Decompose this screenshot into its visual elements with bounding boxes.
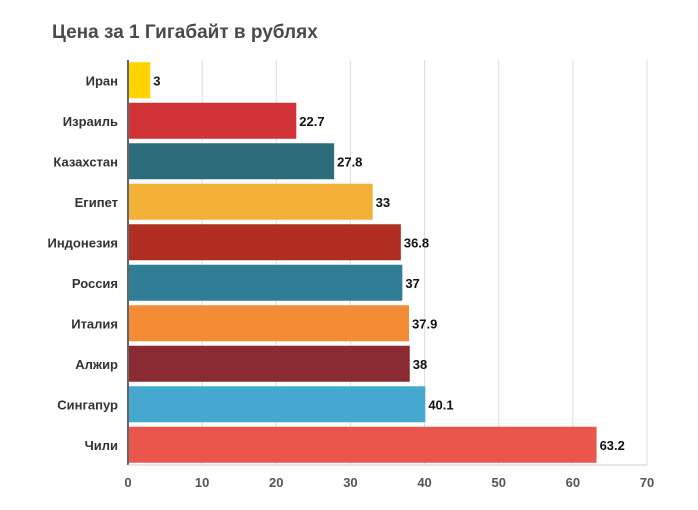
- category-label: Россия: [72, 276, 118, 291]
- bar: [129, 305, 410, 342]
- category-label: Египет: [75, 195, 118, 210]
- value-label: 22.7: [299, 114, 324, 129]
- value-label: 3: [153, 73, 160, 88]
- value-label: 37: [405, 276, 419, 291]
- x-tick-label: 20: [269, 475, 283, 490]
- x-tick-label: 70: [640, 475, 654, 490]
- category-labels: Иран Израиль Казахстан Египет Индонезия Росси…: [47, 73, 118, 453]
- bar: [129, 62, 151, 99]
- value-label: 63.2: [600, 438, 625, 453]
- x-tick-label: 50: [491, 475, 505, 490]
- bar: [129, 386, 426, 423]
- value-label: 37.9: [412, 316, 437, 331]
- bar: [129, 224, 401, 261]
- category-label: Израиль: [63, 114, 118, 129]
- value-label: 27.8: [337, 154, 362, 169]
- bar: [129, 264, 403, 301]
- value-label: 36.8: [404, 235, 429, 250]
- category-label: Иран: [86, 73, 118, 88]
- category-label: Сингапур: [57, 397, 118, 412]
- category-label: Казахстан: [53, 154, 118, 169]
- bar: [129, 143, 335, 180]
- category-label: Алжир: [75, 357, 118, 372]
- bar: [129, 183, 373, 220]
- x-tick-label: 30: [343, 475, 357, 490]
- bar: [129, 426, 597, 463]
- category-label: Индонезия: [47, 235, 118, 250]
- x-tick-label: 40: [417, 475, 431, 490]
- bar: [129, 345, 410, 382]
- x-tick-label: 0: [124, 475, 131, 490]
- x-axis: 0 10 20 30 40 50 60 70: [124, 60, 654, 490]
- value-label: 38: [413, 357, 427, 372]
- chart-title: Цена за 1 Гигабайт в рублях: [52, 22, 318, 43]
- category-label: Италия: [71, 316, 118, 331]
- x-tick-label: 60: [566, 475, 580, 490]
- value-labels: 3 22.7 27.8 33 36.8 37 37.9 38 40.1 63.2: [153, 73, 625, 453]
- value-label: 33: [376, 195, 390, 210]
- category-label: Чили: [85, 438, 118, 453]
- x-tick-label: 10: [195, 475, 209, 490]
- value-label: 40.1: [428, 397, 453, 412]
- bar: [129, 102, 297, 139]
- bars: [129, 62, 597, 463]
